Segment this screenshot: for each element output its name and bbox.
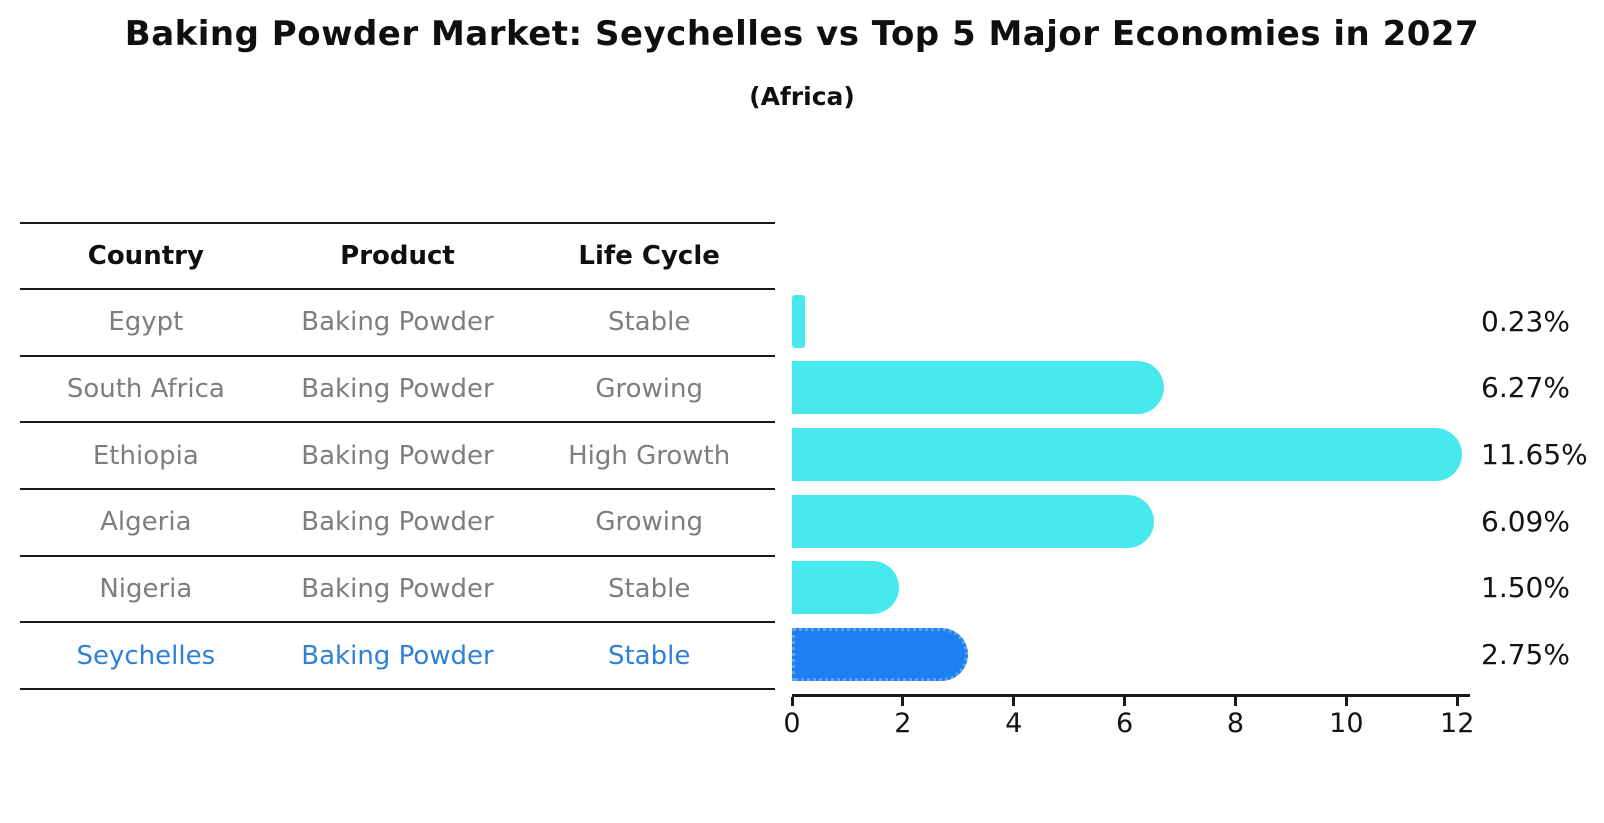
x-tick-label: 6: [1116, 708, 1134, 739]
value-label: 6.09%: [1481, 504, 1570, 538]
x-tick-label: 12: [1440, 708, 1475, 739]
value-label: 0.23%: [1481, 304, 1570, 338]
bar-row: [792, 621, 1470, 688]
country-cell: Seychelles: [76, 640, 216, 671]
table-row: Ethiopia Baking Powder High Growth: [20, 423, 775, 490]
product-cell: Baking Powder: [301, 573, 494, 604]
value-label: 2.75%: [1481, 638, 1570, 672]
tick-mark: [901, 697, 905, 706]
country-cell: Egypt: [108, 307, 184, 338]
value-labels-column: 0.23% 6.27% 11.65% 6.09% 1.50% 2.75%: [1481, 288, 1588, 688]
chart-title: Baking Powder Market: Seychelles vs Top …: [124, 14, 1480, 54]
bar-egypt: [792, 294, 805, 348]
tick-mark: [1455, 697, 1459, 706]
bar-algeria: [792, 494, 1154, 548]
bar-seychelles-highlighted: [792, 628, 969, 682]
x-tick-label: 2: [894, 708, 912, 739]
column-header-product: Product: [340, 241, 455, 271]
product-cell: Baking Powder: [301, 307, 494, 338]
country-cell: Algeria: [100, 507, 192, 538]
value-label: 6.27%: [1481, 371, 1570, 405]
x-tick-label: 8: [1226, 708, 1245, 739]
tick-mark: [1233, 697, 1237, 706]
lifecycle-cell: Stable: [607, 573, 691, 604]
bar-nigeria: [792, 561, 900, 615]
table-row: Algeria Baking Powder Growing: [20, 490, 775, 557]
bar-chart: [792, 288, 1470, 688]
lifecycle-cell: Stable: [607, 307, 691, 338]
value-label: 1.50%: [1481, 571, 1570, 605]
table-row: Egypt Baking Powder Stable: [20, 290, 775, 357]
value-label: 11.65%: [1481, 438, 1588, 472]
table-header-row: Country Product Life Cycle: [20, 224, 775, 290]
x-tick-label: 4: [1005, 708, 1023, 739]
table-row: Nigeria Baking Powder Stable: [20, 557, 775, 624]
product-cell: Baking Powder: [301, 440, 494, 471]
product-cell: Baking Powder: [301, 640, 494, 671]
table-row: South Africa Baking Powder Growing: [20, 357, 775, 424]
tick-mark: [1123, 697, 1127, 706]
market-table: Country Product Life Cycle Egypt Baking …: [20, 222, 775, 690]
bar-row: [792, 288, 1470, 355]
bar-south-africa: [792, 361, 1164, 415]
x-axis-line: 0 2 4 6 8 10 12: [783, 694, 1474, 739]
country-cell: Nigeria: [99, 573, 193, 604]
lifecycle-cell: Stable: [607, 640, 691, 671]
column-header-life-cycle: Life Cycle: [578, 241, 720, 271]
tick-mark: [790, 697, 794, 706]
product-cell: Baking Powder: [301, 507, 494, 538]
chart-subtitle: (Africa): [749, 82, 855, 111]
tick-mark: [1012, 697, 1016, 706]
bar-row: [792, 421, 1470, 488]
bar-row: [792, 488, 1470, 555]
table-row-seychelles: Seychelles Baking Powder Stable: [20, 623, 775, 690]
bar-ethiopia: [792, 428, 1462, 482]
lifecycle-cell: Growing: [595, 373, 703, 404]
lifecycle-cell: Growing: [595, 507, 703, 538]
product-cell: Baking Powder: [301, 373, 494, 404]
column-header-country: Country: [87, 241, 204, 271]
lifecycle-cell: High Growth: [568, 440, 731, 471]
country-cell: South Africa: [66, 373, 225, 404]
bar-row: [792, 355, 1470, 422]
x-tick-label: 0: [783, 708, 801, 739]
x-tick-label: 10: [1329, 708, 1364, 739]
tick-mark: [1344, 697, 1348, 706]
bar-row: [792, 555, 1470, 622]
country-cell: Ethiopia: [92, 440, 199, 471]
